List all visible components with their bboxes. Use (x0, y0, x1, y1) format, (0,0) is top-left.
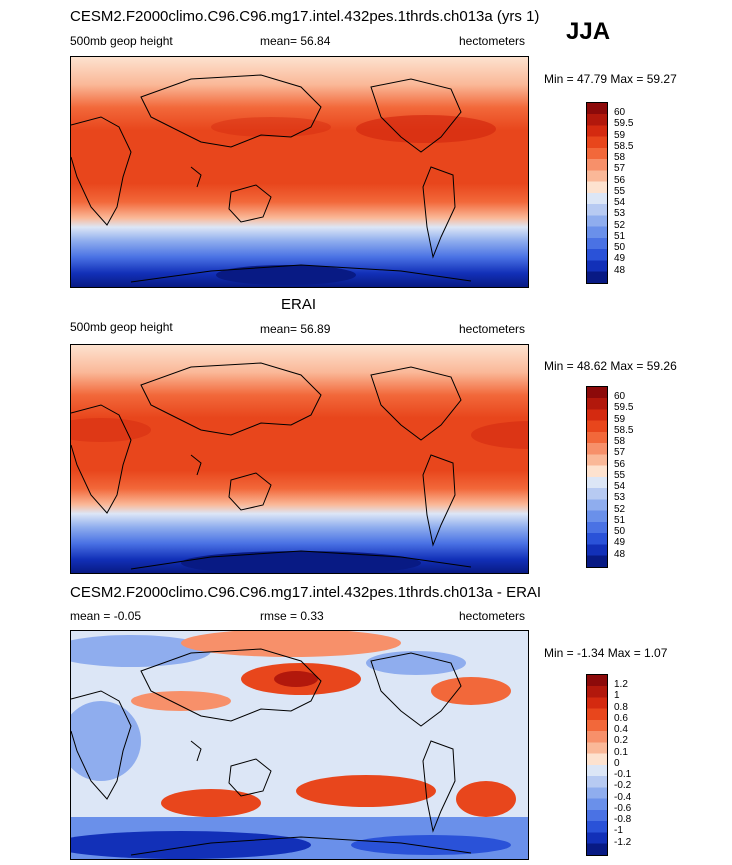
panel3-anomaly-8 (71, 701, 141, 781)
panel1-map (70, 56, 529, 288)
panel3-colorbar-col (587, 675, 607, 855)
colorbar-tick-label: 59 (614, 414, 626, 425)
colorbar-tick-label: -0.1 (614, 769, 632, 780)
panel3-anomaly-1 (71, 635, 211, 667)
panel1-mean: mean= 56.84 (260, 34, 331, 48)
panel3-rmse: rmse = 0.33 (260, 609, 324, 623)
panel3-anomaly-9 (161, 789, 261, 817)
colorbar-tick-label: 51 (614, 231, 626, 242)
colorbar-tick-label: 1.2 (614, 679, 628, 690)
panel2-field (71, 345, 528, 573)
colorbar-tick-label: 52 (614, 220, 626, 231)
panel1-title: CESM2.F2000climo.C96.C96.mg17.intel.432p… (70, 8, 540, 25)
panel3-anomaly-5 (431, 677, 511, 705)
panel2-units: hectometers (459, 322, 526, 336)
colorbar-tick-label: 57 (614, 163, 626, 174)
panel1-units: hectometers (459, 34, 526, 48)
panel2-colorbar-col (587, 387, 607, 567)
colorbar-tick-label: 58 (614, 152, 626, 163)
panel1-low-antarctic (216, 265, 356, 285)
colorbar-tick-label: -1.2 (614, 837, 632, 848)
season-label: JJA (566, 18, 611, 45)
panel3-title: CESM2.F2000climo.C96.C96.mg17.intel.432p… (70, 584, 542, 601)
panel3-anomaly-10 (296, 775, 436, 807)
panel1-colorbar: 60 59.5 59 58.5 58 57 56 55 54 53 52 51 … (586, 102, 646, 284)
colorbar-tick-label: 56 (614, 175, 626, 186)
colorbar-tick-label: 49 (614, 253, 626, 264)
panel2-low-antarctic (181, 551, 421, 573)
panel3-minmax: Min = -1.34 Max = 1.07 (544, 646, 668, 660)
colorbar-tick-label: -0.4 (614, 792, 632, 803)
colorbar-tick-label: 54 (614, 197, 626, 208)
panel3-map-svg (71, 631, 528, 859)
panel1-variable: 500mb geop height (70, 34, 173, 48)
panel1-high-northamerica (356, 115, 496, 143)
panel2-minmax: Min = 48.62 Max = 59.26 (544, 359, 677, 373)
panel1-high-asia (211, 117, 331, 137)
colorbar-tick-label: 56 (614, 459, 626, 470)
colorbar-tick-label: 0.2 (614, 735, 628, 746)
panel2-high-africa (71, 418, 151, 442)
colorbar-tick-label: -0.8 (614, 814, 632, 825)
colorbar-tick-label: -0.2 (614, 780, 632, 791)
colorbar-tick-label: 48 (614, 265, 626, 276)
panel2-title: ERAI (281, 296, 317, 313)
colorbar-tick-label: 48 (614, 549, 626, 560)
colorbar-tick-label: 49 (614, 537, 626, 548)
panel3-map (70, 630, 529, 860)
colorbar-tick-label: 50 (614, 242, 626, 253)
panel2-colorbar-swatches (586, 386, 608, 568)
colorbar-tick-label: 55 (614, 470, 626, 481)
panel2-map (70, 344, 529, 574)
colorbar-tick-label: 60 (614, 107, 626, 118)
colorbar-tick-label: 0.8 (614, 702, 628, 713)
panel2-high-atlantic (471, 421, 528, 449)
panel1-coastlines (71, 74, 472, 283)
panel2-variable: 500mb geop height (70, 320, 173, 334)
colorbar-tick-label: 0 (614, 758, 620, 769)
colorbar-tick-label: 1 (614, 690, 620, 701)
panel1-field (71, 57, 528, 287)
panel2-coastlines (71, 362, 472, 570)
colorbar-tick-label: -1 (614, 825, 623, 836)
panel2-map-svg (71, 345, 528, 573)
panel2-mean: mean= 56.89 (260, 322, 331, 336)
colorbar-tick-label: 58.5 (614, 141, 634, 152)
panel3-coastlines (71, 648, 472, 856)
panel3-mean: mean = -0.05 (70, 609, 142, 623)
colorbar-tick-label: -0.6 (614, 803, 632, 814)
colorbar-tick-label: 53 (614, 492, 626, 503)
panel3-anomaly-4 (274, 671, 318, 687)
colorbar-tick-label: 0.4 (614, 724, 628, 735)
panel3-anomaly-13 (71, 831, 311, 859)
colorbar-tick-label: 57 (614, 447, 626, 458)
panel3-anomaly-11 (456, 781, 516, 817)
colorbar-tick-label: 51 (614, 515, 626, 526)
panel3-colorbar-swatches (586, 674, 608, 856)
colorbar-tick-label: 52 (614, 504, 626, 515)
colorbar-tick-label: 54 (614, 481, 626, 492)
colorbar-tick-label: 60 (614, 391, 626, 402)
colorbar-tick-label: 58.5 (614, 425, 634, 436)
panel3-anomaly-14 (351, 835, 511, 855)
panel1-colorbar-swatches (586, 102, 608, 284)
colorbar-tick-label: 0.6 (614, 713, 628, 724)
panel1-colorbar-col (587, 103, 607, 283)
colorbar-tick-label: 0.1 (614, 747, 628, 758)
panel3-units: hectometers (459, 609, 526, 623)
colorbar-tick-label: 59 (614, 130, 626, 141)
panel3-colorbar: 1.2 1 0.8 0.6 0.4 0.2 0.1 0 -0.1 -0.2 -0… (586, 674, 646, 856)
panel2-colorbar: 60 59.5 59 58.5 58 57 56 55 54 53 52 51 … (586, 386, 646, 568)
colorbar-tick-label: 59.5 (614, 402, 634, 413)
colorbar-tick-label: 55 (614, 186, 626, 197)
panel1-minmax: Min = 47.79 Max = 59.27 (544, 72, 677, 86)
colorbar-tick-label: 50 (614, 526, 626, 537)
colorbar-tick-label: 53 (614, 208, 626, 219)
panel3-anomaly-7 (131, 691, 231, 711)
panel1-map-svg (71, 57, 528, 287)
colorbar-tick-label: 59.5 (614, 118, 634, 129)
colorbar-tick-label: 58 (614, 436, 626, 447)
